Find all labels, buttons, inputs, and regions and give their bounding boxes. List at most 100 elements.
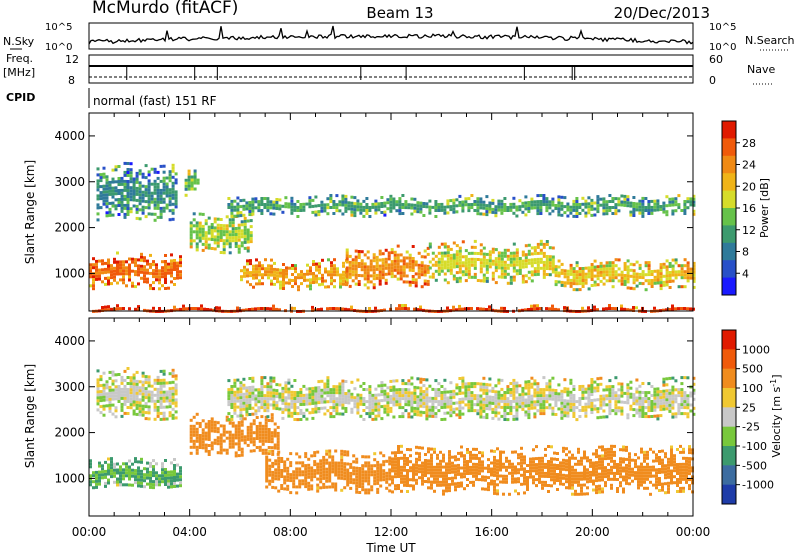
echo-cell [632,202,636,205]
echo-cell [521,210,525,214]
echo-cell [550,484,553,488]
echo-cell [192,239,196,243]
echo-cell [350,392,354,396]
echo-cell [239,199,243,203]
echo-cell [484,478,487,482]
echo-cell [294,279,297,283]
echo-cell [245,204,249,208]
echo-cell [551,267,555,271]
echo-cell [119,272,122,276]
echo-cell [640,483,643,487]
echo-cell [120,387,124,391]
echo-cell [165,417,169,421]
echo-cell [610,456,613,460]
echo-cell [258,445,262,449]
echo-cell [370,488,374,492]
echo-cell [406,463,409,466]
echo-cell [277,456,281,460]
echo-cell [521,204,525,208]
echo-cell [293,418,297,421]
echo-cell [470,275,474,279]
echo-cell [361,482,365,486]
echo-cell [407,307,410,311]
echo-cell [260,382,264,386]
echo-cell [329,394,333,398]
echo-cell [131,471,134,475]
echo-cell [589,464,592,468]
echo-cell [365,203,369,206]
echo-cell [566,202,570,206]
echo-cell [667,490,670,494]
echo-cell [529,469,532,473]
echo-cell [426,267,430,271]
echo-cell [493,485,496,489]
echo-cell [195,439,199,443]
echo-cell [123,399,127,403]
echo-cell [342,264,345,268]
echo-cell [333,267,336,271]
echo-cell [273,267,276,271]
echo-cell [649,468,652,472]
echo-cell [374,205,378,209]
echo-cell [566,205,570,209]
echo-cell [120,188,124,192]
echo-cell [665,277,669,281]
echo-cell [322,473,326,477]
echo-cell [170,265,173,269]
echo-cell [156,203,160,207]
echo-cell [421,464,424,468]
echo-cell [658,471,661,474]
echo-cell [644,264,648,268]
echo-cell [236,390,240,394]
echo-cell [399,277,403,281]
echo-cell [554,271,558,275]
echo-cell [500,269,504,273]
echo-cell [497,254,501,258]
echo-cell [275,401,279,405]
power-colorbar-swatch [722,242,736,261]
echo-cell [341,394,345,398]
echo-cell [128,468,131,472]
echo-cell [219,230,223,233]
echo-cell [316,477,320,481]
echo-cell [243,271,246,275]
echo-cell [545,200,549,204]
echo-cell [592,464,595,468]
echo-cell [515,214,519,218]
echo-cell [614,212,618,216]
echo-cell [231,221,235,225]
echo-cell [622,460,625,464]
echo-cell [153,200,157,204]
echo-cell [165,396,169,400]
echo-cell [189,439,193,443]
echo-cell [683,285,687,289]
echo-cell [204,434,208,438]
echo-cell [551,264,555,268]
echo-cell [605,279,609,283]
echo-cell [257,206,261,210]
echo-cell [284,396,288,400]
echo-cell [372,256,376,260]
echo-cell [117,391,121,394]
echo-cell [138,392,142,396]
echo-cell [575,273,579,277]
echo-cell [249,425,253,429]
echo-cell [547,460,550,463]
echo-cell [289,491,293,495]
echo-cell [536,206,540,210]
echo-cell [384,248,388,252]
echo-cell [482,255,486,259]
echo-cell [120,197,124,201]
echo-cell [198,227,202,231]
echo-cell [364,470,368,474]
echo-cell [403,480,406,484]
echo-cell [638,205,642,209]
echo-cell [341,406,345,410]
echo-cell [607,456,610,460]
echo-cell [246,437,250,441]
echo-cell [514,468,517,472]
echo-cell [608,206,612,209]
echo-cell [626,308,629,312]
echo-cell [367,455,371,459]
echo-cell [275,201,279,204]
